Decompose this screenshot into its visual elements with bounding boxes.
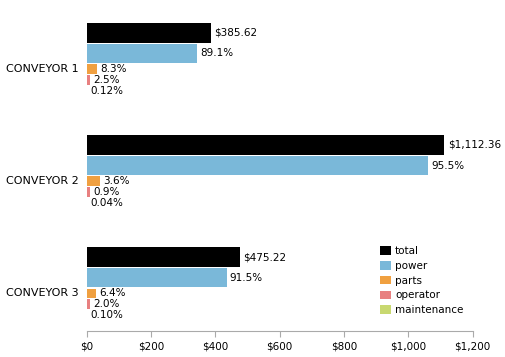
Text: 2.0%: 2.0% [93, 300, 119, 310]
Text: 91.5%: 91.5% [229, 273, 263, 283]
Text: 0.04%: 0.04% [90, 198, 123, 208]
Text: 0.10%: 0.10% [90, 310, 123, 320]
Text: 89.1%: 89.1% [200, 49, 233, 59]
Bar [86, 300, 89, 309]
Text: 0.12%: 0.12% [90, 86, 123, 96]
Bar [86, 44, 197, 63]
Text: $1,112.36: $1,112.36 [447, 140, 500, 150]
Text: 3.6%: 3.6% [103, 176, 129, 186]
Text: 2.5%: 2.5% [93, 75, 119, 85]
Text: 6.4%: 6.4% [99, 288, 126, 298]
Bar [86, 75, 89, 85]
Bar [86, 187, 90, 197]
Bar [86, 288, 96, 298]
Bar [86, 247, 239, 267]
Bar [86, 135, 443, 155]
Bar [86, 176, 99, 186]
Bar [86, 23, 210, 42]
Text: 8.3%: 8.3% [100, 64, 126, 74]
Bar [86, 268, 226, 287]
Text: 0.9%: 0.9% [93, 187, 119, 197]
Legend: total, power, parts, operator, maintenance: total, power, parts, operator, maintenan… [375, 242, 467, 319]
Bar [86, 64, 97, 74]
Text: $475.22: $475.22 [242, 252, 285, 262]
Text: 95.5%: 95.5% [431, 161, 464, 171]
Bar [86, 156, 428, 175]
Text: $385.62: $385.62 [214, 28, 257, 38]
